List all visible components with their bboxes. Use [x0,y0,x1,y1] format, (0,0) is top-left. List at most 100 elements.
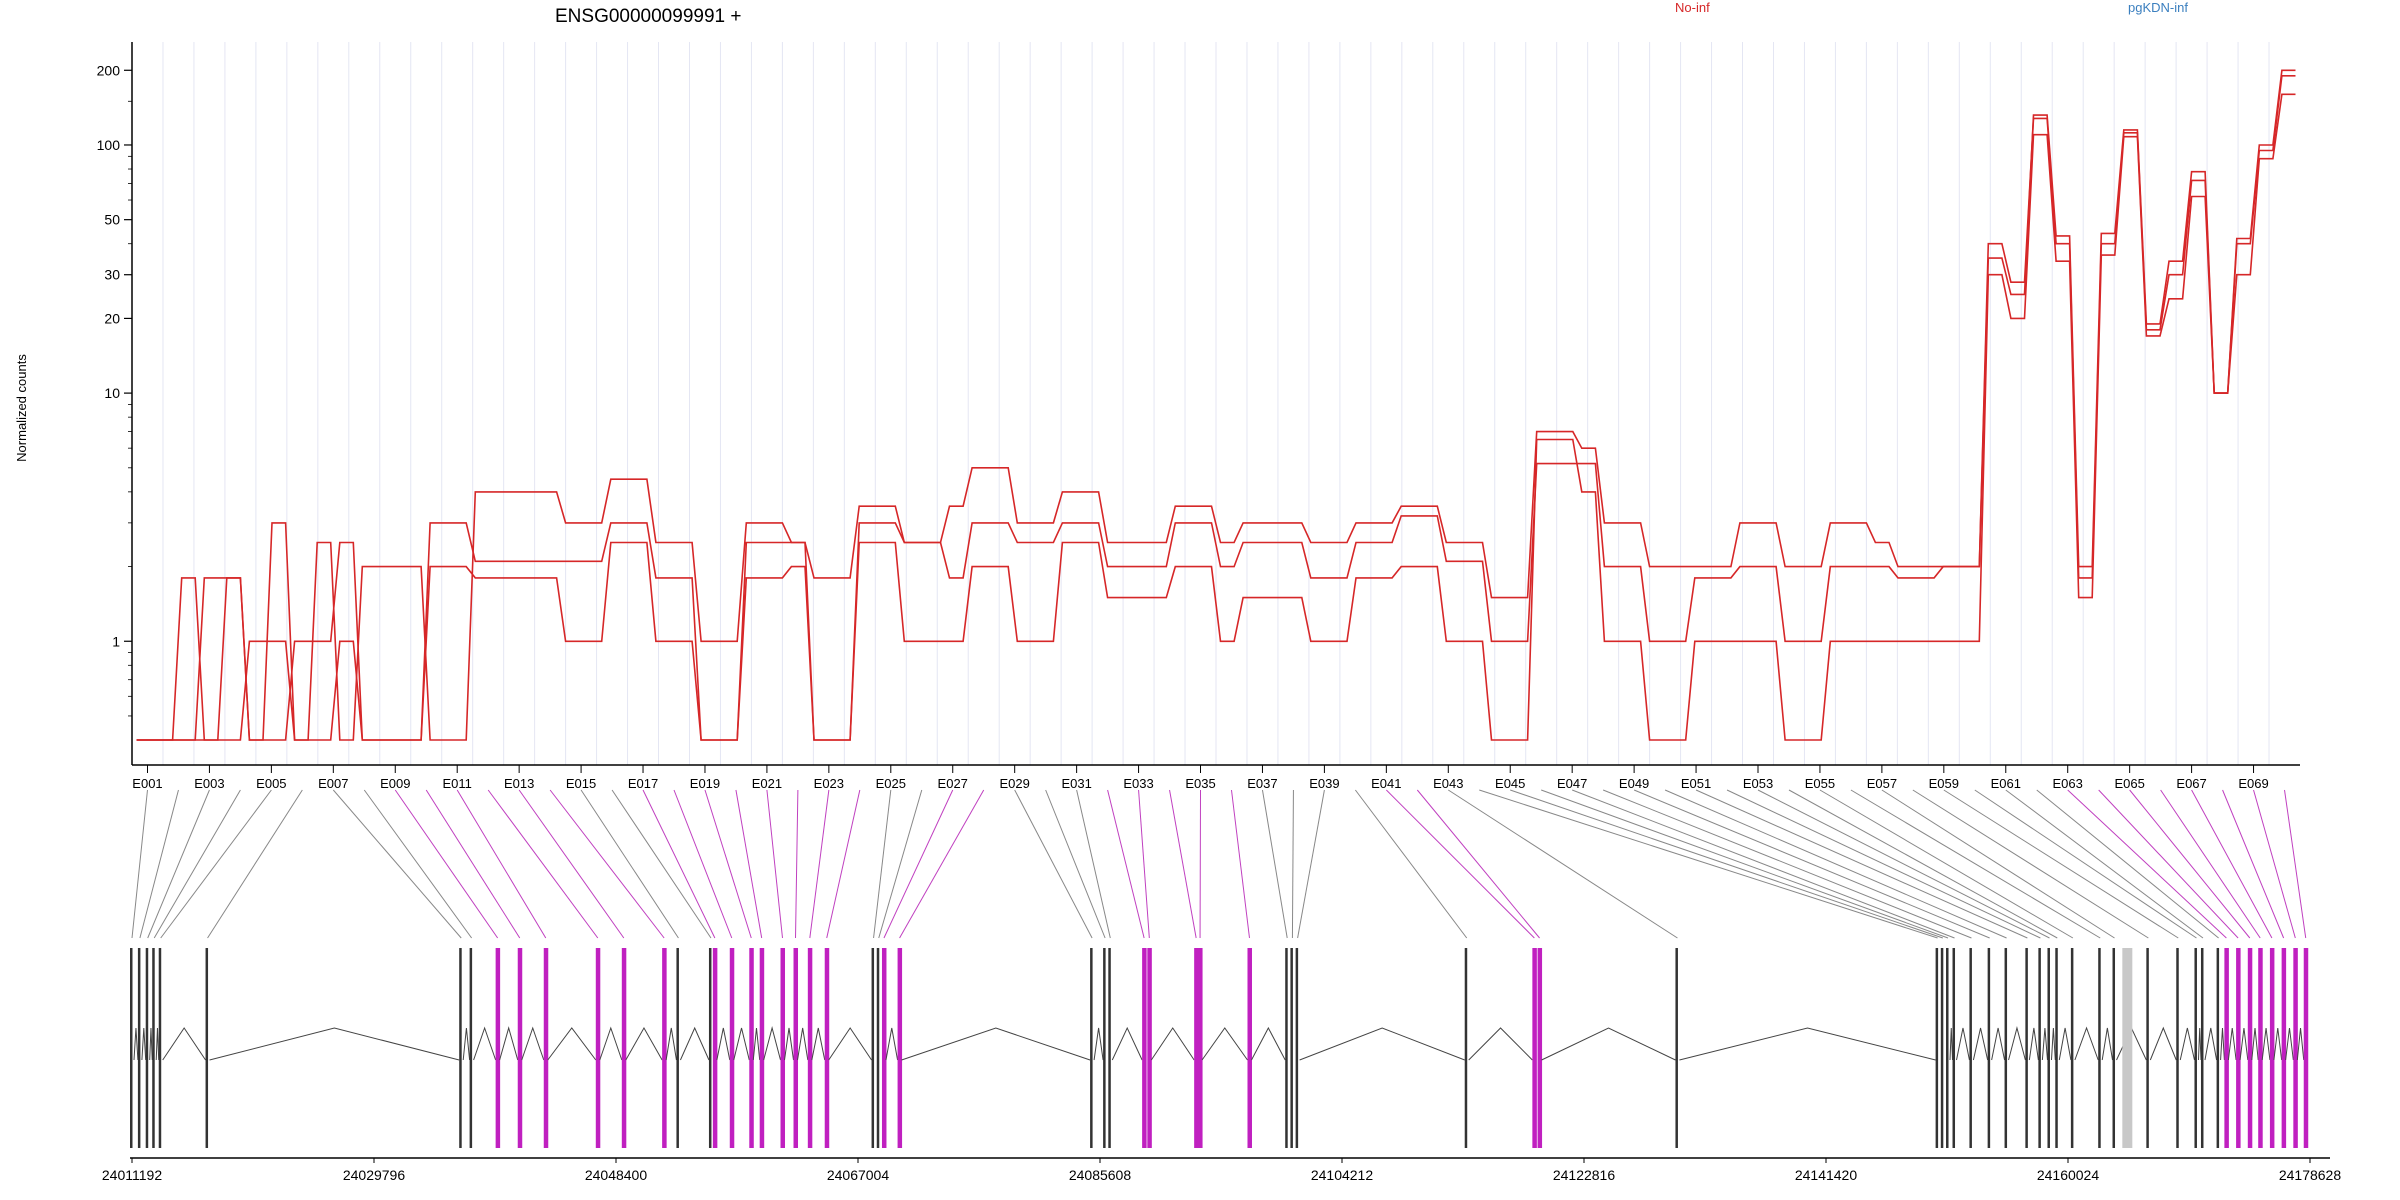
exon-tick-label: E053 [1743,776,1773,791]
genome-tick-label: 24178628 [2279,1167,2342,1183]
intron-chevron [2251,1027,2259,1061]
gene-exon-box [729,948,735,1148]
exon-connector [826,789,861,939]
exon-connector [1448,789,1678,939]
gene-exon-box [2236,948,2241,1148]
exon-tick-label: E015 [566,776,596,791]
gene-exon-box [130,948,133,1148]
exon-tick-label: E061 [1991,776,2021,791]
intron-chevron [1679,1027,1936,1061]
gene-exon-box [1935,948,1939,1148]
exon-connector [1541,789,1949,939]
gene-exon-box [1952,948,1956,1148]
exon-connector [131,789,148,939]
intron-chevron [733,1027,750,1061]
exon-connector [611,789,712,939]
exon-connector [1230,789,1250,939]
exon-connector [1974,789,2197,939]
gene-exon-box [897,948,903,1148]
exon-connector [1107,789,1145,939]
gene-exon-box [1142,948,1147,1148]
gene-exon-box [2281,948,2287,1148]
exon-tick-label: E069 [2238,776,2268,791]
legend-label-pgkdn-inf: pgKDN-inf [2128,0,2188,15]
exon-tick-label: E029 [999,776,1029,791]
gene-exon-box [205,948,209,1148]
exon-connector [1045,789,1106,939]
intron-chevron [141,1027,147,1061]
gene-exon-box [749,948,754,1148]
intron-chevron [1111,1026,1143,1061]
intron-chevron [547,1027,597,1061]
intron-chevron [2197,1027,2202,1061]
exon-tick-label: E049 [1619,776,1649,791]
exon-tick-label: E019 [690,776,720,791]
intron-chevron [901,1027,1091,1061]
gene-exon-box [1675,948,1678,1148]
exon-connector [1261,789,1288,939]
gene-exon-box [1285,948,1288,1148]
exon-connector [1664,789,2007,939]
gene-exon-box [145,948,149,1148]
exon-connector [207,789,303,939]
intron-chevron [2149,1026,2177,1061]
gene-exon-box [881,948,887,1148]
legend-label-no-inf: No-inf [1675,0,1710,15]
exon-connector [2253,789,2296,939]
gene-exon-box [495,948,501,1148]
gene-exon-box [2303,948,2309,1148]
gene-exon-box [2258,948,2263,1148]
exon-connector [1819,789,2074,939]
exon-connector [873,789,892,939]
exon-connector [2129,789,2251,939]
gene-exon-box [676,948,679,1148]
exon-connector [809,789,830,939]
y-tick-label: 50 [104,212,120,228]
gene-exon-box [2055,948,2058,1148]
gene-exon-box [871,948,875,1148]
exon-connector [147,789,210,939]
exon-tick-label: E005 [256,776,286,791]
intron-chevron [1949,1027,1954,1061]
intron-chevron [2239,1027,2249,1061]
exon-connector [1912,789,2149,939]
exon-connector [878,789,923,939]
intron-chevron [2028,1027,2039,1061]
exon-connector [332,789,462,939]
exon-connector [704,789,752,939]
y-tick-label: 10 [104,385,120,401]
exon-connector [1169,789,1197,939]
series-line [136,75,2296,741]
gene-exon-box [712,948,718,1148]
intron-chevron [209,1027,460,1061]
gene-exon-box [1537,948,1543,1148]
gene-exon-box [1103,948,1106,1148]
exon-connector [1479,789,1938,939]
exon-tick-label: E017 [628,776,658,791]
gene-exon-box [1969,948,1972,1148]
exon-connector [735,789,763,939]
exon-connector [795,789,799,939]
genome-tick-label: 24029796 [343,1167,406,1183]
exon-connector [1138,789,1150,939]
exon-connector [160,789,272,939]
intron-chevron [1468,1027,1533,1061]
gene-exon-box [137,948,141,1148]
intron-chevron [473,1026,497,1061]
gene-exon-box [793,948,799,1148]
intron-chevron [2204,1027,2218,1061]
exon-connector [1788,789,2058,939]
exon-tick-label: E057 [1867,776,1897,791]
intron-chevron [1991,1027,2006,1061]
y-ticks: 1 10 20 30 50 100 200 [97,62,132,717]
intron-chevron [1972,1027,1989,1061]
exon-tick-label: E043 [1433,776,1463,791]
intron-chevron [828,1027,872,1061]
intron-chevron [2296,1027,2305,1061]
intron-chevron [2101,1027,2114,1061]
intron-chevron [1093,1027,1104,1061]
exon-connector [2098,789,2239,939]
intron-chevron [1201,1027,1248,1061]
gene-exon-box [1194,948,1199,1148]
y-tick-label: 20 [104,310,120,326]
